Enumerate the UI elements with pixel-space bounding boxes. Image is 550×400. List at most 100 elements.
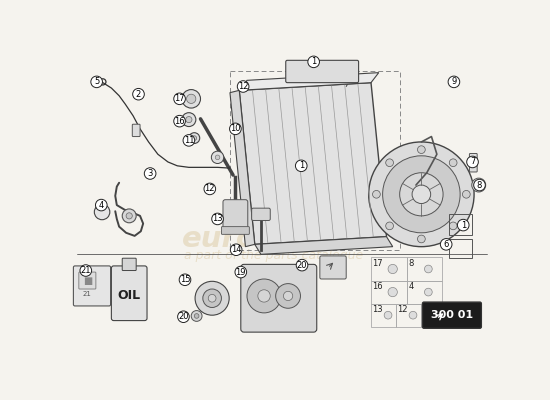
FancyBboxPatch shape [73,266,111,306]
Text: 17: 17 [174,94,185,103]
Circle shape [182,90,201,108]
Circle shape [186,94,196,104]
Text: 20: 20 [297,261,307,270]
Circle shape [182,113,196,126]
Circle shape [295,160,307,172]
Circle shape [229,123,241,135]
Text: OIL: OIL [118,290,141,302]
Polygon shape [239,73,379,90]
Text: 13: 13 [372,305,383,314]
FancyBboxPatch shape [222,227,249,234]
Circle shape [230,244,242,256]
Circle shape [195,281,229,315]
Circle shape [192,136,197,140]
Circle shape [368,142,474,247]
FancyBboxPatch shape [252,208,270,220]
Text: 12: 12 [238,82,249,91]
Circle shape [204,183,216,195]
Text: 5: 5 [94,77,100,86]
Circle shape [417,235,425,243]
Circle shape [308,56,320,68]
Circle shape [189,133,200,144]
Text: 8: 8 [408,259,414,268]
Circle shape [283,291,293,300]
FancyBboxPatch shape [223,200,248,234]
Circle shape [463,190,470,198]
Circle shape [441,238,452,250]
Circle shape [386,159,393,166]
FancyBboxPatch shape [133,124,140,136]
Text: 16: 16 [174,117,185,126]
Circle shape [372,190,380,198]
Circle shape [388,264,397,274]
Circle shape [126,213,133,219]
Circle shape [179,274,191,286]
Circle shape [425,288,432,296]
Text: 11: 11 [184,136,194,145]
FancyBboxPatch shape [79,272,96,289]
Polygon shape [230,90,255,247]
Text: 1: 1 [299,161,304,170]
Circle shape [212,213,223,225]
Circle shape [472,178,486,192]
Circle shape [80,265,92,276]
Circle shape [194,314,199,318]
Circle shape [467,156,478,168]
Circle shape [474,179,485,191]
Text: 20: 20 [178,312,189,321]
Text: 3: 3 [147,169,153,178]
Circle shape [449,159,457,166]
Text: 21: 21 [80,266,91,275]
Circle shape [258,290,270,302]
Circle shape [183,135,195,146]
Circle shape [388,288,397,297]
Polygon shape [255,237,393,254]
Circle shape [400,173,443,216]
Text: 13: 13 [212,214,223,224]
Text: 12: 12 [205,184,215,194]
Text: 14: 14 [231,245,241,254]
FancyBboxPatch shape [241,264,317,332]
Circle shape [208,294,216,302]
Text: eurospares: eurospares [182,225,366,253]
Circle shape [178,311,189,322]
Circle shape [247,279,281,313]
Text: 17: 17 [372,259,383,268]
Text: 21: 21 [83,291,92,298]
Circle shape [91,76,102,88]
Circle shape [215,155,220,160]
FancyBboxPatch shape [320,256,346,279]
FancyBboxPatch shape [122,258,136,270]
Circle shape [144,168,156,179]
Circle shape [296,259,308,271]
Circle shape [412,185,431,204]
Text: 12: 12 [398,305,408,314]
Text: 1: 1 [311,57,316,66]
Text: 15: 15 [180,275,190,284]
FancyBboxPatch shape [286,60,359,83]
Text: 16: 16 [372,282,383,291]
Text: 8: 8 [477,180,482,190]
Circle shape [174,93,185,104]
Text: 9: 9 [452,77,456,86]
Text: 19: 19 [235,268,246,276]
Circle shape [186,116,192,123]
Circle shape [425,265,432,273]
FancyBboxPatch shape [470,154,477,172]
Circle shape [383,156,460,233]
Text: 10: 10 [230,124,241,133]
Text: 300 01: 300 01 [431,310,473,320]
Text: 6: 6 [443,240,449,249]
Circle shape [276,284,300,308]
FancyBboxPatch shape [111,266,147,320]
Text: 4: 4 [408,282,414,291]
Circle shape [417,146,425,154]
Circle shape [235,266,246,278]
Circle shape [122,209,136,223]
Circle shape [237,81,249,92]
Circle shape [174,115,185,127]
Circle shape [95,204,110,220]
Text: 1: 1 [460,221,466,230]
Text: 7: 7 [470,158,475,166]
Circle shape [96,199,107,211]
